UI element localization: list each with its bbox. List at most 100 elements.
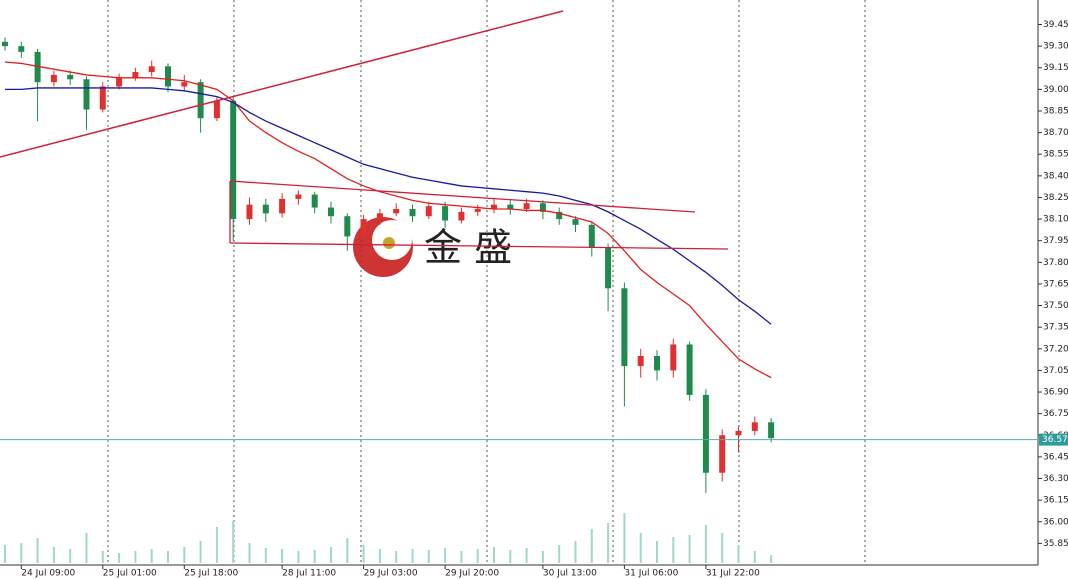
y-tick-label: 36.45 [1043,452,1068,462]
y-tick-label: 39.30 [1043,42,1068,52]
candle-body [735,430,742,436]
volume-bar [101,551,104,563]
candle-body [230,100,237,220]
candle-body [702,394,709,473]
candle-body [376,213,383,220]
volume-bar [199,541,202,563]
candle-body [686,344,693,395]
y-tick-label: 37.35 [1043,323,1068,333]
volume-bar [737,545,740,563]
volume-bar [215,527,218,563]
volume-bar [721,533,724,563]
x-tick-label: 29 Jul 20:00 [445,569,499,579]
candle-body [295,194,302,199]
volume-bar [167,551,169,563]
candle-body [165,66,171,87]
candle-body [83,79,90,110]
x-tick-label: 31 Jul 06:00 [624,569,678,579]
candle-body [751,422,758,431]
y-tick-label: 37.05 [1043,366,1068,376]
candle-body [491,204,497,209]
y-tick-label: 36.00 [1043,517,1068,527]
candle-body [344,216,351,237]
candle-body [279,198,286,214]
candle-body [539,203,546,212]
candle-body [670,344,677,371]
y-tick-label: 38.70 [1043,128,1068,138]
volume-bar [362,545,365,563]
volume-bar [623,513,626,563]
trendline [0,10,564,158]
volume-bar [85,533,88,563]
y-tick-label: 36.90 [1043,388,1068,398]
candle-body [425,206,432,217]
y-tick-label: 36.15 [1043,496,1068,506]
candle-body [328,207,334,217]
volume-bar [20,543,23,563]
volume-bar [134,551,137,563]
candle-body [148,66,155,73]
candle-body [719,435,726,473]
plot [2,37,775,563]
candle-body [262,204,269,214]
volume-bar [395,551,398,563]
y-tick-label: 38.40 [1043,171,1068,181]
volume-bar [313,550,316,563]
y-tick-label: 37.80 [1043,258,1068,268]
candle-body [572,219,579,225]
channel-line [229,180,696,213]
y-tick-label: 37.20 [1043,344,1068,354]
y-tick-label: 39.45 [1043,20,1068,30]
candle-body [181,82,188,87]
logo-dot [383,237,395,249]
y-tick-label: 38.85 [1043,106,1068,116]
volume-bar [639,533,642,563]
volume-bar [509,550,512,563]
y-tick-label: 35.85 [1043,539,1068,549]
candle-body [637,356,644,367]
x-tick-label: 25 Jul 18:00 [184,569,238,579]
volume-bar [460,551,463,563]
candle-body [458,211,465,221]
candle-body [132,72,139,78]
candle-body [360,219,367,237]
y-tick-label: 37.95 [1043,236,1068,246]
candle-body [99,86,106,110]
candle-body [507,204,514,209]
x-tick-label: 29 Jul 03:00 [364,569,418,579]
channel-line [229,242,729,250]
volume-bar [525,548,528,563]
y-tick-label: 38.55 [1043,150,1068,160]
candle-body [50,74,57,83]
volume-bar [118,553,121,563]
volume-bar [378,549,381,563]
candle-body [474,208,481,212]
y-tick-label: 39.00 [1043,85,1068,95]
volume-bar [411,549,414,563]
volume-bar [150,549,153,563]
volume-bar [541,551,544,563]
candle-body [18,46,25,52]
watermark-text: 金 盛 [424,226,512,270]
volume-bar [590,529,593,563]
candle-body [67,74,74,80]
volume-bar [753,551,756,563]
volume-bar [574,541,577,563]
y-tick-label: 38.10 [1043,215,1068,225]
volume-bar [330,547,332,563]
volume-bar [297,551,300,563]
moving-average [4,61,772,379]
volume-bar [4,545,6,563]
volume-bar [346,538,349,563]
volume-bar [52,547,55,563]
x-tick-label: 30 Jul 13:00 [543,569,597,579]
y-tick-label: 36.30 [1043,474,1068,484]
candle-body [605,247,612,289]
candle-body [588,224,595,248]
volume-bar [493,547,495,563]
candle-body [34,51,41,83]
volume-bar [232,521,235,563]
volume-bar [688,535,691,563]
candle-body [409,208,416,217]
